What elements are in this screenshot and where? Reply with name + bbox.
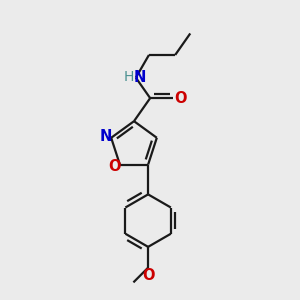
Text: O: O xyxy=(108,159,120,174)
Text: N: N xyxy=(134,70,146,85)
Text: N: N xyxy=(99,129,112,144)
Text: O: O xyxy=(142,268,155,283)
Text: H: H xyxy=(124,70,134,84)
Text: O: O xyxy=(174,91,187,106)
